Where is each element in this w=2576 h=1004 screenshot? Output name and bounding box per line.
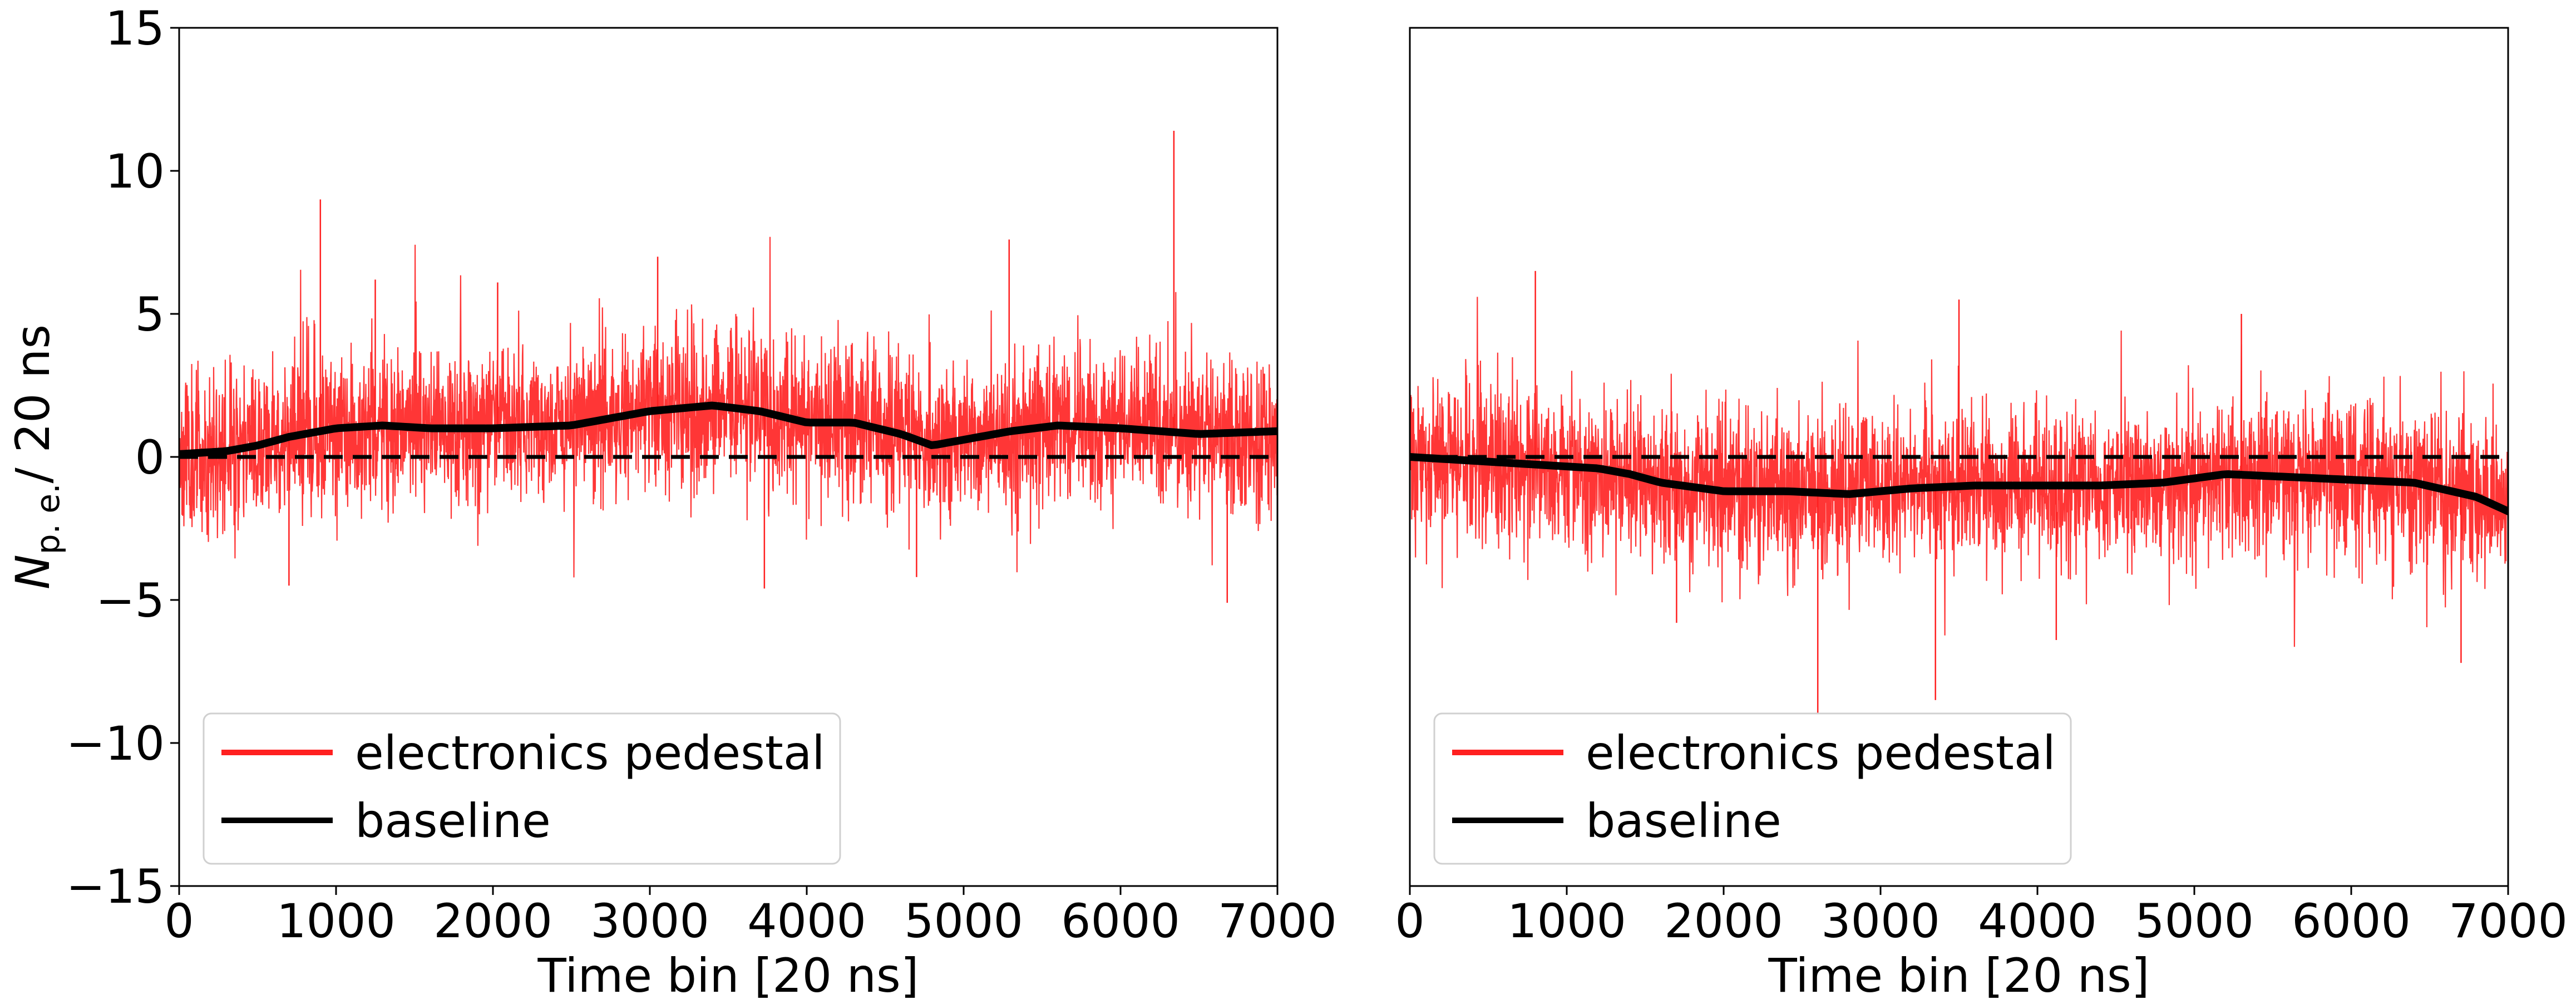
x-tick-label: 7000 [1218, 894, 1337, 948]
x-tick-label: 0 [1395, 894, 1424, 948]
x-tick-label: 6000 [2292, 894, 2411, 948]
x-tick-label: 1000 [277, 894, 396, 948]
x-tick-label: 2000 [433, 894, 552, 948]
y-tick-label: 10 [105, 144, 165, 199]
legend-label: baseline [1586, 794, 1782, 848]
y-tick-label: −5 [96, 573, 165, 628]
axes-frame [1409, 27, 2509, 887]
left-panel: 0 1000 2000 3000 4000 5000 6000 7000 Time bin [2… [6, 1, 1337, 1003]
y-tick-label: 5 [135, 287, 165, 342]
legend-box [1433, 712, 2072, 865]
legend-label: electronics pedestal [355, 726, 825, 780]
x-tick-label: 4000 [747, 894, 866, 948]
y-tick-label: −10 [66, 716, 165, 771]
plot-area [1410, 270, 2508, 715]
y-axis-label-unit: / 20 ns [6, 324, 60, 484]
x-axis-label: Time bin [20 ns] [537, 948, 919, 1003]
x-tick-label: 7000 [2449, 894, 2568, 948]
x-tick-label: 4000 [1978, 894, 2097, 948]
pedestal-trace [179, 237, 1277, 578]
x-tick-label: 3000 [1821, 894, 1940, 948]
y-axis-label-symbol: N [6, 554, 60, 589]
right-panel: 0 1000 2000 3000 4000 5000 6000 7000 Time bin [2… [1395, 27, 2568, 1003]
baseline-curve [179, 401, 1277, 458]
y-tick-label: −15 [66, 859, 165, 914]
x-tick-label: 5000 [904, 894, 1023, 948]
legend: electronics pedestal baseline [1433, 712, 2072, 865]
x-tick-label: 3000 [590, 894, 709, 948]
plot-area [179, 131, 1277, 603]
x-tick-label: 2000 [1664, 894, 1783, 948]
baseline-curve [1410, 453, 2508, 515]
y-tick-label: 0 [135, 430, 165, 485]
legend: electronics pedestal baseline [203, 712, 841, 865]
x-axis-label: Time bin [20 ns] [1768, 948, 2149, 1003]
x-tick-label: 5000 [2135, 894, 2254, 948]
legend-label: baseline [355, 794, 551, 848]
x-tick-label: 1000 [1507, 894, 1626, 948]
y-tick-label: 15 [105, 1, 165, 56]
y-axis-label-subscript: p. e. [29, 483, 67, 554]
x-tick-label: 6000 [1061, 894, 1180, 948]
legend-label: electronics pedestal [1586, 726, 2056, 780]
y-axis-label: Np. e./ 20 ns [6, 324, 67, 589]
x-tick-label: 0 [164, 894, 194, 948]
legend-box [203, 712, 841, 865]
